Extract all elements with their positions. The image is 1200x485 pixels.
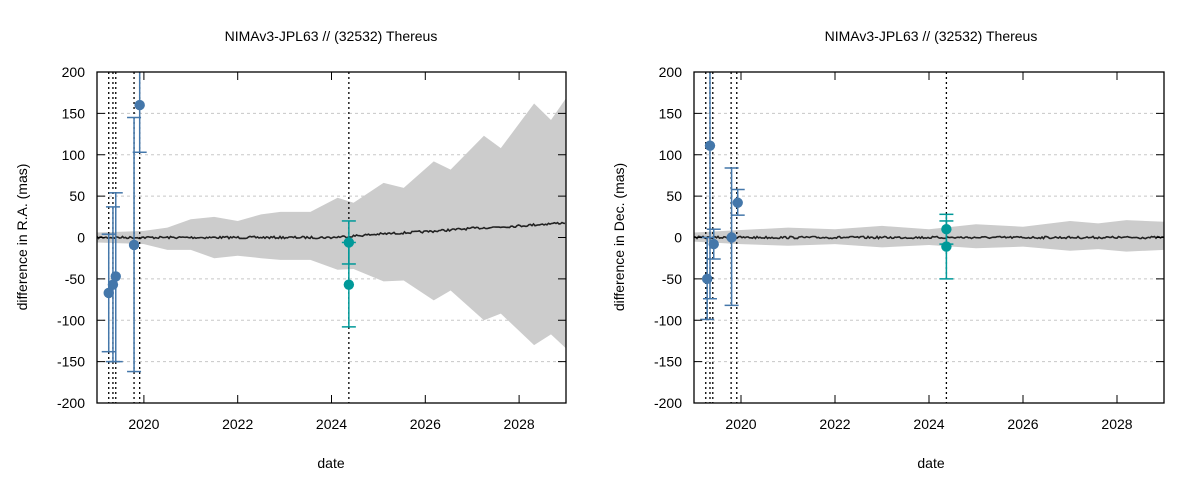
x-tick-label: 2024: [913, 416, 944, 432]
x-tick-label: 2020: [128, 416, 159, 432]
y-tick-label: -150: [57, 354, 85, 370]
data-point: [343, 279, 355, 290]
x-tick-label: 2028: [1101, 416, 1132, 432]
chart-title: NIMAv3-JPL63 // (32532) Thereus: [225, 28, 438, 44]
y-axis-label: difference in R.A. (mas): [14, 164, 30, 311]
data-point: [726, 232, 737, 243]
y-tick-label: -50: [662, 271, 682, 287]
x-tick-label: 2022: [819, 416, 850, 432]
y-tick-label: 200: [62, 64, 86, 80]
x-tick-label: 2020: [725, 416, 756, 432]
data-point: [103, 287, 114, 299]
plot-area: [97, 72, 566, 403]
uncertainty-band: [694, 220, 1164, 252]
y-tick-label: -100: [57, 312, 85, 328]
x-tick-label: 2028: [504, 416, 535, 432]
y-tick-label: -100: [654, 312, 682, 328]
data-point: [701, 273, 713, 285]
y-tick-label: 50: [666, 188, 682, 204]
y-tick-label: 150: [659, 105, 683, 121]
data-point: [941, 241, 952, 252]
nominal-orbit-line: [694, 235, 1164, 240]
plot-area: [694, 72, 1164, 403]
data-point: [704, 140, 716, 151]
dec-residual-panel: NIMAv3-JPL63 // (32532) Thereus date dif…: [611, 28, 1165, 471]
x-axis-label: date: [317, 455, 344, 471]
y-tick-label: -200: [654, 395, 682, 411]
y-tick-label: -50: [65, 271, 85, 287]
x-tick-label: 2022: [222, 416, 253, 432]
y-axis-label: difference in Dec. (mas): [611, 163, 627, 311]
y-tick-label: 0: [674, 230, 682, 246]
data-point: [732, 197, 743, 208]
data-point: [128, 239, 140, 251]
x-tick-label: 2026: [1007, 416, 1038, 432]
y-tick-label: -150: [654, 354, 682, 370]
uncertainty-band: [97, 98, 566, 349]
y-tick-label: 200: [659, 64, 683, 80]
y-tick-label: -200: [57, 395, 85, 411]
y-tick-label: 100: [62, 147, 86, 163]
data-point: [134, 99, 145, 111]
chart-title: NIMAv3-JPL63 // (32532) Thereus: [825, 28, 1038, 44]
y-tick-label: 100: [659, 147, 683, 163]
y-tick-label: 50: [69, 188, 85, 204]
x-axis-label: date: [917, 455, 944, 471]
data-point: [110, 271, 121, 282]
data-point: [708, 238, 719, 250]
y-tick-label: 0: [77, 230, 85, 246]
nominal-orbit-line: [97, 221, 566, 240]
ra-residual-panel: NIMAv3-JPL63 // (32532) Thereus date dif…: [14, 28, 567, 471]
x-tick-label: 2026: [410, 416, 441, 432]
y-tick-label: 150: [62, 105, 86, 121]
x-tick-label: 2024: [316, 416, 347, 432]
